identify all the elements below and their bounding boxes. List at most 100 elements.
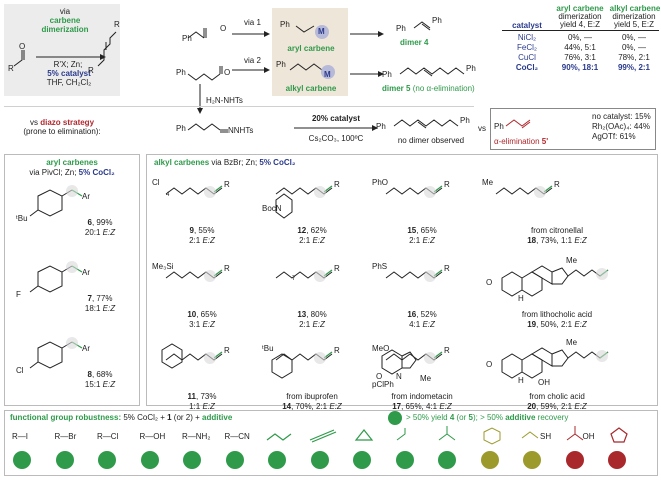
alkyl-entry-label: 9, 55% [152, 226, 252, 235]
elim-result-2: Rh₂(OAc)₄: 44% [592, 122, 650, 131]
alkyl-scope-title-word: alkyl carbenes [154, 158, 210, 167]
additive-result-dot [183, 451, 201, 469]
alkyl-entry-yield: , 50%, 2:1 [536, 320, 575, 329]
additive-result-dot [438, 451, 456, 469]
alkyl-substrate-structure [385, 185, 443, 198]
robustness-or2: (or 2) + [171, 413, 203, 422]
aryl-entry-num: 6 [87, 218, 92, 227]
alkyl-entry-label: 19, 50%, 2:1 E:Z [482, 320, 632, 329]
alkyl-entry-num: 14 [282, 402, 292, 411]
aryl-entry-ratio: 15:1 E:Z [70, 380, 130, 389]
additive-group: —I [17, 432, 29, 441]
alkyl-substrate-structure [275, 269, 333, 282]
additive-result-dot [268, 451, 286, 469]
hydrazone-Ph: Ph [176, 124, 186, 133]
alkyl-ratio-ez: E:Z [422, 236, 435, 245]
alkyl-entry-yield: , 65% [416, 226, 437, 235]
aryl-substituent: F [16, 290, 21, 299]
alkyl-entry-ez: E:Z [574, 236, 587, 245]
diazo-row-rule-top [4, 106, 474, 107]
alkyl-substituent: ᵗBu [262, 344, 274, 353]
aryl-entry-label: 7, 77% [70, 294, 130, 303]
aryl-ratio-ez: E:Z [102, 228, 116, 237]
robustness-additive: additive [202, 413, 233, 422]
legend-close: ); [472, 413, 481, 422]
additive-result-dot [353, 451, 371, 469]
alkyl-entry-num: 15 [407, 226, 417, 235]
alkene-R-top: R [114, 20, 120, 29]
steroid-H: H [518, 294, 524, 303]
aryl-scope-title: aryl carbenes [46, 158, 98, 167]
additive-OH: OH [582, 432, 595, 441]
aryl-entry-ratio: 18:1 E:Z [70, 304, 130, 313]
additive-group: —OH [145, 432, 166, 441]
aryl-Ar-label: Ar [82, 268, 90, 277]
alkyl-substituent: PhS [372, 262, 388, 271]
no-dimer-structure [393, 119, 459, 129]
alkyl-substrate-structure [385, 269, 443, 282]
alkyl-entry-num: 17 [392, 402, 402, 411]
alkyl-substrate-structure [165, 185, 223, 198]
alkyl-R-label: R [444, 346, 450, 355]
alkyl-substrate-structure [501, 347, 609, 379]
alkyl-entry-ez: E:Z [329, 402, 342, 411]
dimer5-Ph-right: Ph [466, 64, 476, 73]
alkyl-entry-ez: E:Z [574, 320, 587, 329]
alkyl-entry-ratio: 1:1 E:Z [152, 402, 252, 411]
alkyl-from-label: from indometacin [391, 392, 453, 401]
aldehyde-R: R [8, 64, 14, 73]
via2-label: via 2 [244, 56, 261, 65]
alkyl-entry-yield: , 52% [416, 310, 437, 319]
alkyl-entry-label: 10, 65% [152, 310, 252, 319]
top-left-panel [4, 4, 120, 96]
legend-text-a: > 50% yield [406, 413, 450, 422]
steroid-Me: Me [566, 338, 578, 347]
dimer4-label: dimer 4 [400, 38, 429, 47]
dimer5-note: (no α-elimination) [412, 84, 475, 93]
additive-result-dot [480, 451, 499, 469]
table-catalyst-cell: CoCl₂ [515, 63, 539, 72]
alkyl-substituent: Me₃Si [152, 262, 174, 271]
additive-label: R—I [12, 432, 28, 441]
table-aryl-cell: 0%, — [567, 33, 592, 42]
aryl-carbene-structure [295, 25, 329, 39]
alkyl-ratio-val: 2:1 [409, 236, 423, 245]
alkyl-entry-yield: , 55% [193, 226, 215, 235]
table-alkyl-sub: dimerization [612, 12, 656, 21]
hydrazine-label: H₂N-NHTs [206, 96, 243, 105]
additive-result-dot [310, 451, 329, 469]
alkyl-entry-ratio: 3:1 E:Z [152, 320, 252, 329]
alkyl-entry-yield: , 59%, 2:1 [536, 402, 575, 411]
table-alkyl-cell: 99%, 2:1 [617, 63, 651, 72]
aryl-scope-conditions: via PivCl; Zn; 5% CoCl₂ [4, 168, 140, 177]
alkene-product-structure [97, 31, 117, 67]
alkyl-ratio-ez: E:Z [202, 320, 215, 329]
alkyl-entry-num: 10 [187, 310, 197, 319]
alkyl-subscript: 7 [292, 276, 296, 282]
alkyl-substrate-structure [501, 265, 609, 297]
alkyl-entry-num: 12 [297, 226, 307, 235]
alkyl-entry-yield: , 65% [196, 310, 217, 319]
dimer5-name: dimer 5 [382, 84, 411, 93]
alkyl-ratio-val: 2:1 [299, 320, 313, 329]
alkyl-ratio-ez: E:Z [312, 236, 325, 245]
alkyl-entry-label: 14, 70%, 2:1 E:Z [262, 402, 362, 411]
legend-or: (or [454, 413, 469, 422]
alkyl-ratio-val: 1:1 [189, 402, 203, 411]
aryl-Ar-label: Ar [82, 344, 90, 353]
aryl-ratio-val: 18:1 [84, 304, 103, 313]
additive-result-dot [55, 451, 74, 469]
alkyl-R-label: R [444, 264, 450, 273]
benzaldehyde-Ph: Ph [182, 34, 192, 43]
alkyl-carbene-Ph: Ph [276, 60, 286, 69]
legend-4: 4 [449, 413, 455, 422]
alkyl-R-label: R [554, 180, 560, 189]
additive-structure-aldehyde [396, 428, 405, 441]
alkyl-ratio-val: 3:1 [189, 320, 203, 329]
aryl-ratio-val: 20:1 [84, 228, 103, 237]
alkyl-ratio-val: 2:1 [189, 236, 203, 245]
legend-add: additive [505, 413, 536, 422]
aryl-entry-label: 6, 99% [70, 218, 130, 227]
aldehyde-structure [13, 50, 25, 67]
alkyl-R-label: R [224, 180, 230, 189]
